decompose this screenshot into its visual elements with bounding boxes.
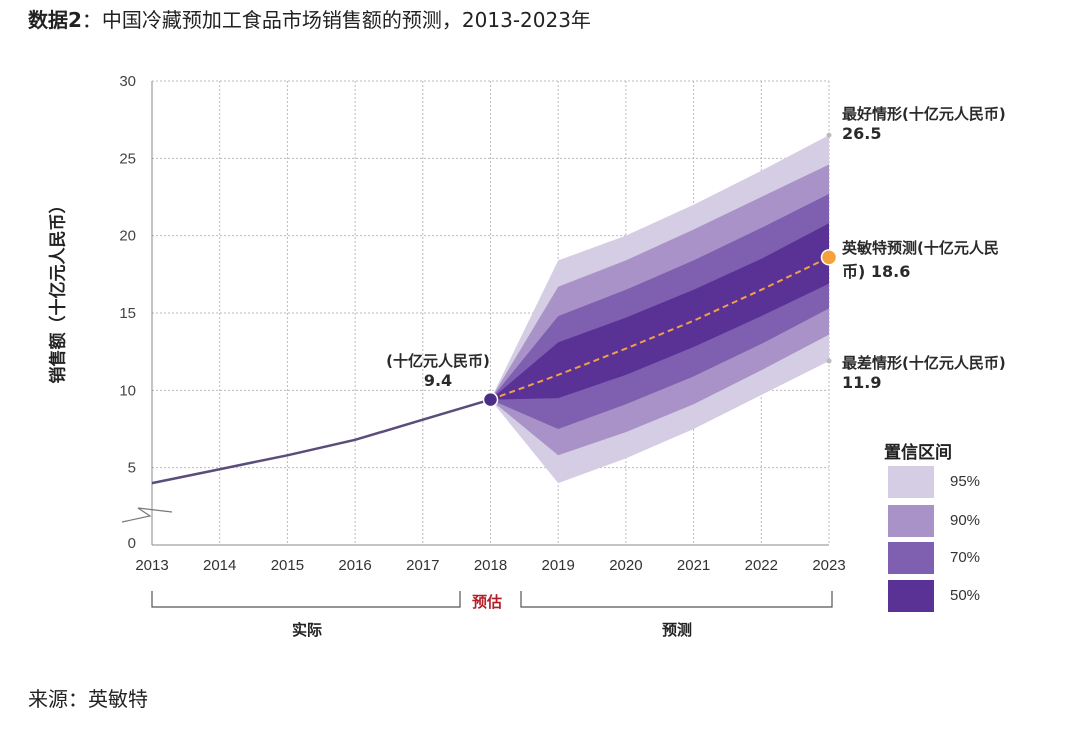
period-actual-label: 实际: [292, 621, 323, 639]
period-forecast-label: 预测: [662, 621, 693, 639]
chart-title-prefix: 数据2: [28, 8, 82, 32]
x-tick-label-2016: 2016: [338, 557, 371, 574]
best-case-marker: [826, 132, 832, 138]
x-tick-label-2018: 2018: [474, 557, 507, 574]
worst-case-marker: [826, 358, 832, 364]
legend-label-70: 70%: [950, 549, 981, 566]
estimate-annotation-value: 9.4: [423, 371, 453, 390]
legend-item-50: 50%: [888, 580, 1048, 612]
y-tick-label-20: 20: [119, 228, 136, 245]
legend-item-90: 90%: [888, 505, 1048, 537]
worst-case-value: 11.9: [842, 373, 882, 392]
x-tick-label-2020: 2020: [609, 557, 642, 574]
y-tick-label-0: 0: [128, 535, 136, 552]
legend-swatch-95: [888, 466, 934, 498]
forecast-annotation: 英敏特预测(十亿元人民 币) 18.6: [842, 237, 999, 282]
x-tick-label-2017: 2017: [406, 557, 439, 574]
estimate-point: [482, 391, 499, 408]
worst-case-label: 最差情形(十亿元人民币): [842, 354, 1006, 372]
x-tick-label-2013: 2013: [135, 557, 168, 574]
actual-series-line: [151, 398, 491, 485]
source-note: 来源：英敏特: [28, 687, 148, 711]
legend-swatch-50: [888, 580, 934, 612]
legend-item-70: 70%: [888, 542, 1048, 574]
best-case-value: 26.5: [842, 124, 882, 143]
y-tick-label-5: 5: [128, 460, 136, 477]
forecast-label-2: 币) 18.6: [842, 262, 911, 281]
legend-swatch-90: [888, 505, 934, 537]
chart-title-text: ：中国冷藏预加工食品市场销售额的预测，2013-2023年: [81, 8, 591, 32]
y-tick-label-30: 30: [119, 73, 136, 90]
best-case-annotation: 最好情形(十亿元人民币) 26.5: [842, 103, 1006, 143]
x-tick-label-2015: 2015: [271, 557, 304, 574]
axis-break-marker: [121, 507, 173, 523]
y-tick-label-15: 15: [119, 305, 136, 322]
y-tick-label-10: 10: [119, 382, 136, 399]
best-case-label: 最好情形(十亿元人民币): [842, 105, 1006, 123]
confidence-band-50: [490, 223, 829, 400]
forecast-period-bracket: [520, 591, 833, 608]
legend-item-95: 95%: [888, 466, 1048, 498]
period-estimate-label: 预估: [472, 593, 503, 611]
estimate-annotation: (十亿元人民币) 9.4: [386, 350, 490, 390]
x-tick-label-2021: 2021: [677, 557, 710, 574]
x-tick-label-2022: 2022: [745, 557, 778, 574]
worst-case-annotation: 最差情形(十亿元人民币) 11.9: [842, 352, 1006, 392]
legend-label-50: 50%: [950, 587, 981, 604]
x-tick-label-2023: 2023: [812, 557, 845, 574]
legend-label-90: 90%: [950, 512, 981, 529]
forecast-endpoint: [820, 249, 838, 266]
x-tick-label-2014: 2014: [203, 557, 236, 574]
legend-swatch-70: [888, 542, 934, 574]
y-tick-label-25: 25: [119, 150, 136, 167]
legend-title: 置信区间: [884, 443, 952, 463]
y-axis-label: 销售额（十亿元人民币）: [48, 196, 69, 384]
forecast-label: 英敏特预测(十亿元人民: [842, 239, 999, 257]
estimate-annotation-label: (十亿元人民币): [386, 352, 490, 370]
actual-period-bracket: [151, 591, 461, 608]
forecast-series-line: [490, 256, 830, 401]
chart-title: 数据2：中国冷藏预加工食品市场销售额的预测，2013-2023年: [28, 4, 591, 33]
x-tick-label-2019: 2019: [542, 557, 575, 574]
legend-label-95: 95%: [950, 473, 981, 490]
